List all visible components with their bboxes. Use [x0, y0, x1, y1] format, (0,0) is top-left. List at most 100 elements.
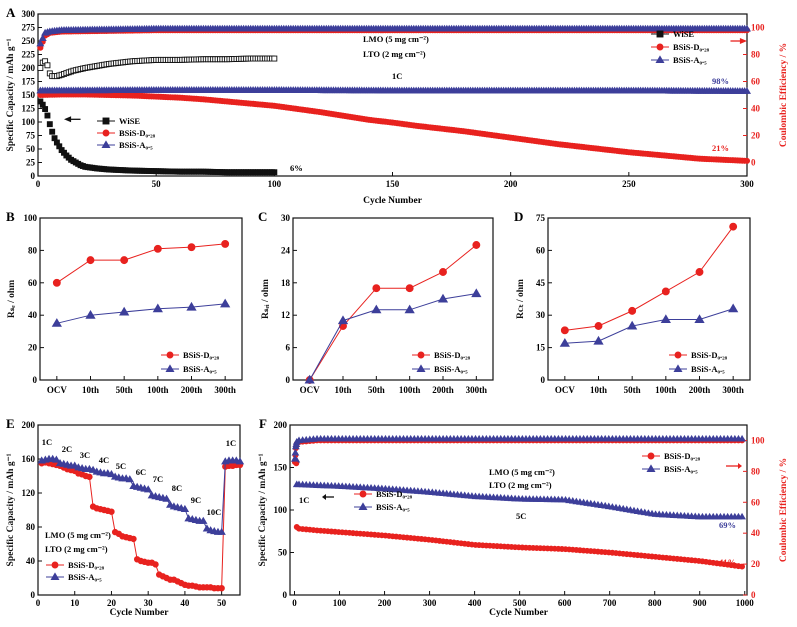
panel-b-legend-d028-label: BSiS-D₀.₂₈: [183, 350, 220, 360]
panel-e-a05-point: [125, 475, 135, 483]
panel-e-rate-label: 7C: [153, 474, 163, 484]
panel-e-x-tick-label: 20: [107, 598, 117, 608]
panel-a-ce-wise-point: [44, 62, 51, 69]
panel-e-x-tick-label: 0: [36, 598, 41, 608]
panel-c-category-label: 10th: [334, 385, 351, 395]
panel-a-legend-left-d028-label: BSiS-D₀.₂₈: [119, 128, 156, 138]
panel-d-d028-point: [594, 322, 603, 330]
panel-e-y-tick-label: 120: [22, 488, 36, 498]
panel-f-1c-text: 1C: [299, 495, 309, 505]
data-layer: [36, 24, 752, 592]
panel-e-ylabel: Specific Capacity / mAh g⁻¹: [6, 453, 16, 566]
panel-d-category-label: 100th: [655, 385, 677, 395]
panel-c-letter: C: [258, 209, 267, 224]
panel-e-rate-label: 6C: [136, 467, 146, 477]
panel-d-a05-point: [728, 303, 739, 313]
panel-e-frame: [37, 424, 241, 596]
panel-f-ce-a05-point: [291, 455, 299, 462]
panel-e-letter: E: [6, 416, 15, 431]
panel-e-rate-label: 1C: [42, 437, 52, 447]
panel-c-category-label: 200th: [432, 385, 454, 395]
panel-e-d028-point: [152, 561, 159, 568]
panel-e-a05-point: [107, 470, 116, 478]
panel-f-ylabel: Specific Capacity / mAh g⁻¹: [258, 453, 268, 566]
panel-d-frame: [547, 217, 751, 381]
panel-a-capacity-wise-point: [44, 112, 51, 119]
panel-b-category-label: OCV: [47, 385, 68, 395]
panel-c-y-tick-label: 18: [281, 278, 291, 288]
panel-c-legend-a05-label: BSiS-A₀.₅: [434, 364, 468, 374]
panel-a-x-tick-label: 250: [622, 179, 636, 189]
panel-c-series-line: [309, 293, 477, 381]
panel-a-legend-left-wise-label: WiSE: [119, 116, 140, 126]
panel-a-capacity-d028-point: [743, 157, 751, 164]
panel-a-capacity-wise-point: [271, 169, 278, 176]
panel-a-legend-left-a05-marker: [101, 140, 111, 149]
panel-b-d028-point: [221, 239, 230, 248]
panel-e-y-tick-label: 0: [31, 590, 36, 600]
panel-e-a05-point: [143, 485, 153, 493]
panel-d-d028-point: [695, 268, 704, 276]
panel-c-category-label: 100th: [399, 385, 421, 395]
panel-a-y-tick-label: 300: [22, 9, 36, 19]
panel-d-y-tick-label: 45: [536, 278, 546, 288]
panel-a-rate-text: 1C: [392, 71, 402, 81]
panel-f-x-tick-label: 300: [423, 598, 437, 608]
panel-e-a05-point: [199, 516, 208, 524]
panel-a-x-tick-label: 0: [36, 179, 41, 189]
panel-c-a05-point: [437, 293, 449, 303]
panel-e-legend-a05-label: BSiS-A₀.₅: [68, 572, 102, 582]
panel-a-legend-right-a05-label: BSiS-A₀.₅: [673, 55, 707, 65]
panel-c-d028-point: [472, 241, 481, 249]
panel-c-d028-point: [439, 268, 447, 276]
panel-c-a05-point: [471, 288, 482, 298]
panel-e-y-tick-label: 160: [22, 454, 36, 464]
panel-a-y2-tick-label: 0: [751, 158, 756, 168]
panel-a-y2-tick-label: 60: [751, 77, 761, 87]
panel-e-d028-point: [130, 535, 137, 543]
panel-e-rate-label: 1C: [226, 438, 236, 448]
panel-e-xlabel: Cycle Number: [110, 608, 170, 618]
panel-a-y-tick-label: 25: [26, 158, 36, 168]
panel-b-letter: B: [6, 209, 15, 224]
panel-f-y-tick-label: 100: [274, 505, 288, 515]
panel-b-y-tick-label: 100: [24, 213, 38, 223]
panel-e-rate-label: 3C: [80, 450, 90, 460]
panel-c-a05-point: [404, 304, 415, 314]
panel-d-a05-point: [694, 314, 705, 324]
panel-a-ce-wise-point: [271, 55, 278, 62]
panel-b-category-label: 300th: [214, 385, 236, 395]
panel-d-legend-a05-marker: [673, 364, 683, 373]
panel-e-a05-point: [162, 494, 171, 502]
panel-a-y-tick-label: 50: [26, 144, 36, 154]
panel-f-y2-tick-label: 60: [751, 497, 761, 507]
panel-c-y-tick-label: 6: [286, 343, 291, 353]
panel-e-rate-label: 2C: [62, 444, 72, 454]
panel-a-legend-right-d028-label: BSiS-D₀.₂₈: [673, 42, 710, 52]
panel-b-y-tick-label: 0: [33, 375, 38, 385]
panel-c-frame: [292, 217, 494, 381]
panel-f-ann-69: 69%: [719, 520, 736, 530]
panel-a-ce-a05-point: [36, 39, 45, 47]
panel-a-ann-6: 6%: [290, 163, 303, 173]
panel-a-ylabel: Specific Capacity / mAh g⁻¹: [6, 38, 16, 151]
panel-a-legend-right-a05-marker: [655, 55, 665, 64]
panel-f-y2-tick-label: 40: [751, 528, 761, 538]
panel-c-a05-point: [371, 304, 382, 314]
panel-a-y-tick-label: 150: [22, 90, 36, 100]
panel-e-x-tick-label: 10: [70, 598, 80, 608]
panel-d-y-tick-label: 15: [536, 343, 546, 353]
axes-layer: [37, 13, 751, 596]
panel-f-y2-tick-label: 80: [751, 466, 761, 476]
panel-c-y-tick-label: 0: [286, 375, 291, 385]
panel-f-x-tick-label: 1000: [736, 598, 755, 608]
panel-b-d028-point: [120, 256, 129, 265]
panel-f-letter: F: [259, 416, 267, 431]
panel-e-x-tick-label: 50: [217, 598, 227, 608]
panel-b-category-label: 100th: [147, 385, 169, 395]
panel-a-ann-98: 98%: [712, 76, 729, 86]
panel-a-y2label: Coulombic Efficiency / %: [779, 43, 789, 147]
panel-a-letter: A: [6, 5, 16, 20]
panel-d-series-line: [564, 308, 734, 344]
panel-e-lmo-text: LMO (5 mg cm⁻²): [45, 530, 111, 540]
